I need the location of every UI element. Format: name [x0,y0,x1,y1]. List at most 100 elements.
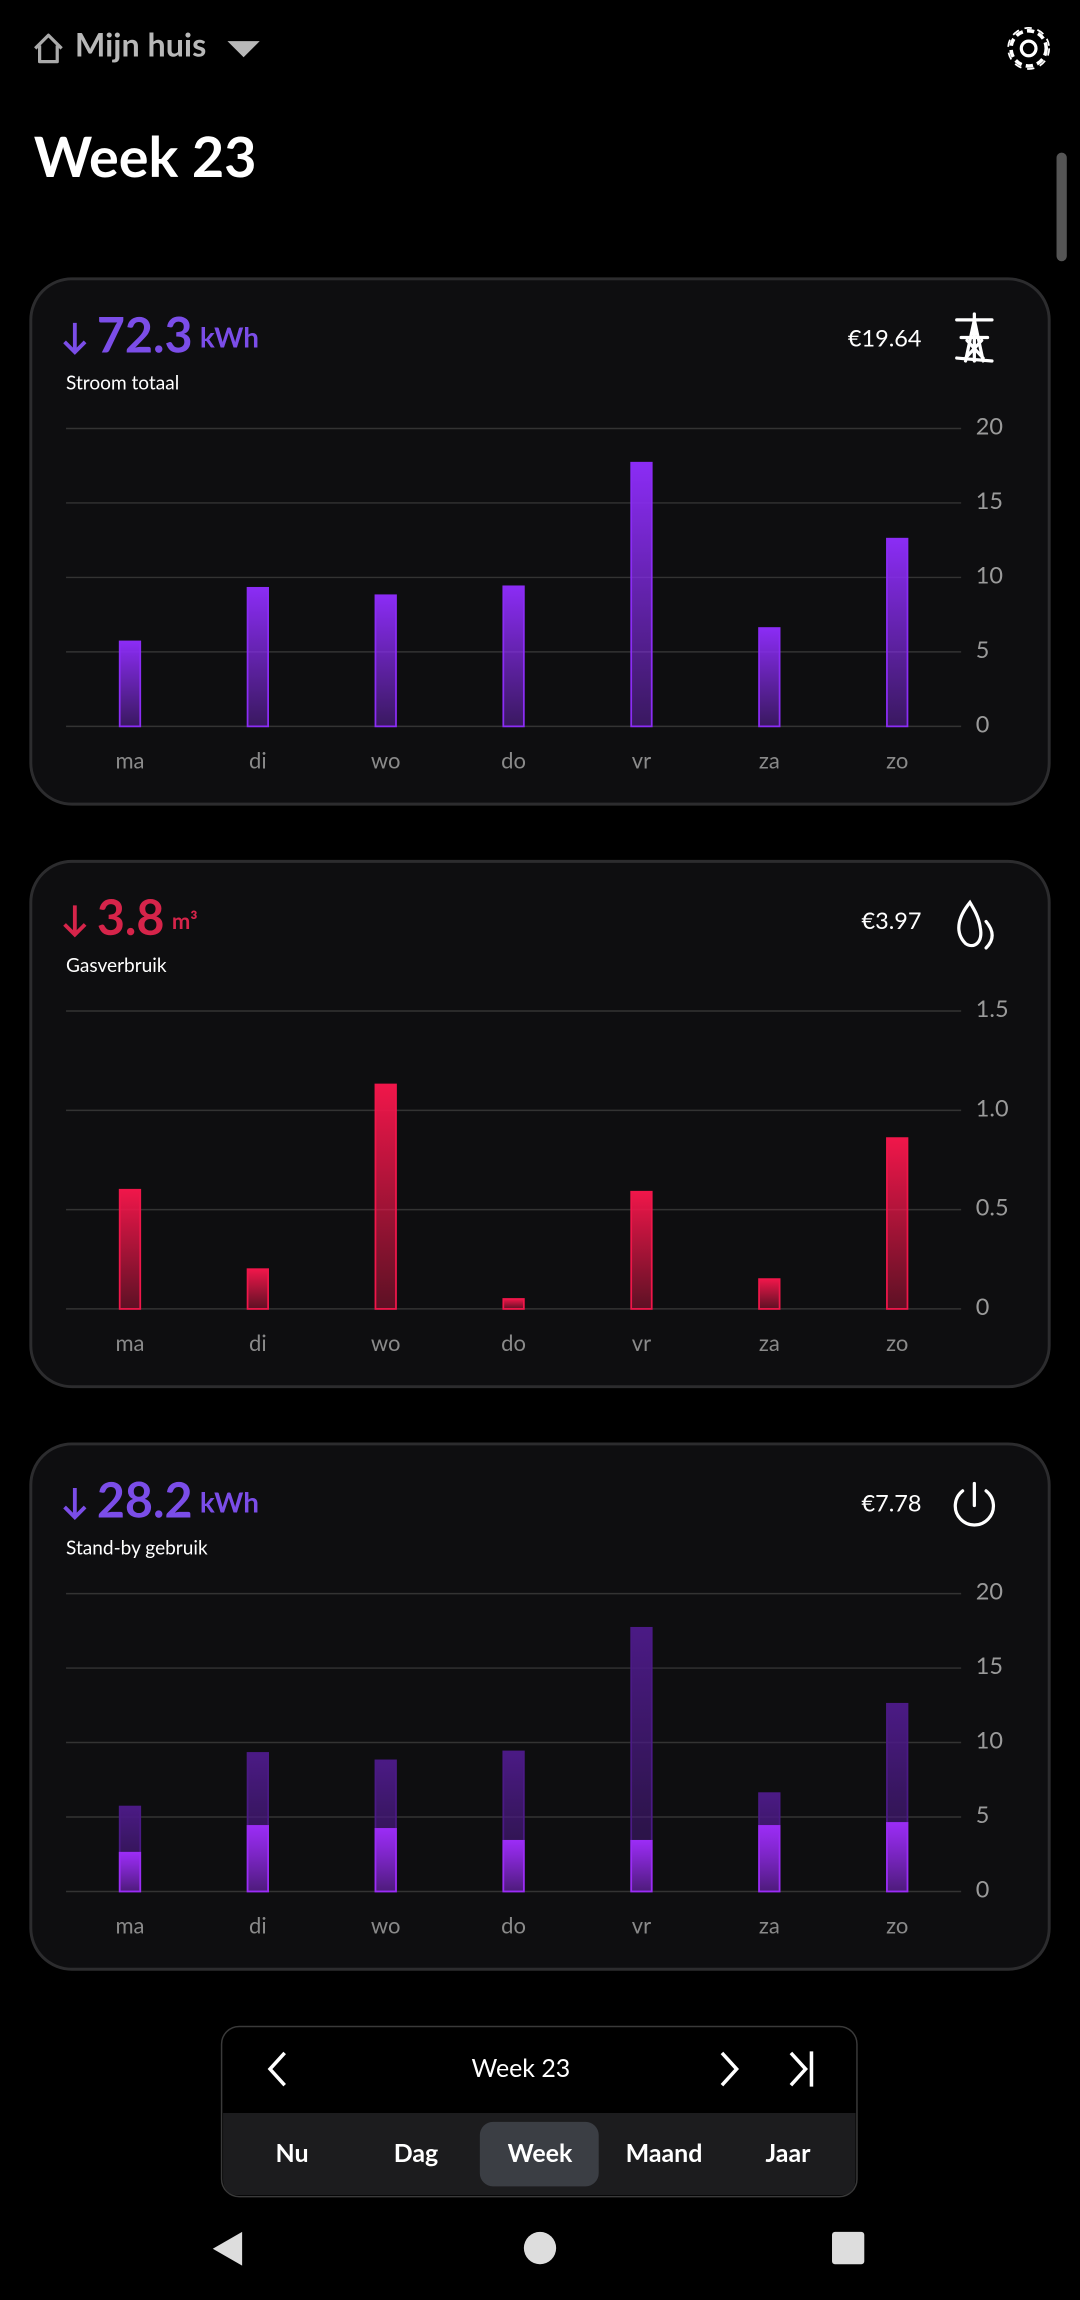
y-tick-label: 1.5 [976,994,1009,1022]
headline-unit: kWh [200,320,259,354]
card-icon [953,1481,996,1527]
gear-outer [1007,27,1051,70]
trend-arrow [63,1487,87,1520]
x-tick-label: za [759,1912,780,1939]
home-button[interactable] [523,2231,557,2265]
y-tick-label: 5 [976,1800,990,1828]
y-tick-label: 20 [976,1577,1003,1605]
page-title: Week 23 [34,122,257,189]
headline: 28.2 kWh [97,1471,259,1529]
scrollbar [1056,152,1067,262]
x-tick-label: di [249,1329,267,1356]
dropdown-caret [227,41,260,58]
card [29,859,1051,1389]
period-tab[interactable]: Dag [394,2138,438,2168]
bar [630,1190,653,1310]
x-tick-label: wo [371,1329,401,1356]
cost: €3.97 [862,906,922,934]
bar [886,1137,909,1310]
selected-tab [479,2121,599,2187]
y-tick-label: 15 [976,486,1003,514]
card-label: Stand-by gebruik [66,1536,208,1559]
card-icon [957,899,994,950]
next-button[interactable] [720,2051,740,2087]
headline: 3.8 m³ [97,888,198,946]
bar [118,640,142,728]
settings-button[interactable] [1007,27,1051,70]
y-tick-label: 5 [976,635,990,663]
bar [246,1825,269,1893]
bar [502,585,525,728]
y-tick-label: 1.0 [976,1093,1009,1121]
bar [758,1278,781,1310]
last-button[interactable] [789,2051,814,2087]
y-tick-label: 15 [976,1651,1003,1679]
x-tick-label: ma [115,747,144,774]
card-label: Gasverbruik [66,954,167,977]
x-tick-label: ma [115,1329,144,1356]
home-name: Mijn huis [75,25,206,64]
bar [246,586,269,728]
y-tick-label: 20 [976,411,1003,439]
y-tick-label: 10 [976,560,1003,588]
recents-button[interactable] [832,2231,865,2265]
y-tick-label: 0 [976,1292,990,1320]
bar [374,594,397,728]
period-tab[interactable]: Nu [275,2138,308,2168]
prev-button[interactable] [267,2051,286,2087]
card-label: Stroom totaal [66,371,179,394]
x-tick-label: do [501,1912,526,1939]
bar [886,1822,909,1893]
y-tick-label: 0 [976,1874,990,1902]
headline-value: 28.2 [97,1471,193,1529]
bar [246,1268,269,1310]
home-selector[interactable]: Mijn huis [34,25,260,64]
y-tick-label: 0.5 [976,1193,1009,1221]
trend-arrow [63,322,87,355]
x-tick-label: zo [886,1912,908,1939]
bar [374,1828,397,1893]
x-tick-label: za [759,747,780,774]
headline-unit: kWh [200,1485,259,1519]
cost: €7.78 [862,1488,922,1516]
x-tick-label: vr [632,1329,651,1356]
bar [118,1188,142,1310]
bar [502,1839,525,1893]
bar [758,1825,781,1893]
x-tick-label: zo [886,747,908,774]
period-tab[interactable]: Jaar [766,2138,812,2168]
bar [502,1298,525,1310]
x-tick-label: di [249,747,267,774]
x-tick-label: vr [632,1912,651,1939]
card [29,277,1051,806]
home-icon [34,33,63,64]
gear-teeth [1009,29,1049,68]
headline-value: 72.3 [97,306,193,364]
bar [630,461,653,728]
x-tick-label: do [501,747,526,774]
headline-value: 3.8 [97,888,165,946]
bar [118,1851,142,1893]
bar [630,1839,653,1893]
x-tick-label: wo [371,1912,401,1939]
bar [886,537,909,728]
x-tick-label: ma [115,1912,144,1939]
cost: €19.64 [848,323,922,351]
headline: 72.3 kWh [97,306,259,364]
x-tick-label: wo [371,747,401,774]
headline-unit: m³ [172,907,198,934]
period-tab[interactable]: Week [508,2138,573,2168]
period-label: Week 23 [472,2053,571,2083]
back-button[interactable] [212,2231,243,2266]
x-tick-label: vr [632,747,651,774]
period-tab[interactable]: Maand [626,2138,703,2168]
x-tick-label: di [249,1912,267,1939]
bar [374,1083,397,1310]
y-tick-label: 0 [976,709,990,737]
x-tick-label: za [759,1329,780,1356]
card-icon [955,312,994,363]
bar [758,627,781,728]
card [29,1442,1051,1971]
